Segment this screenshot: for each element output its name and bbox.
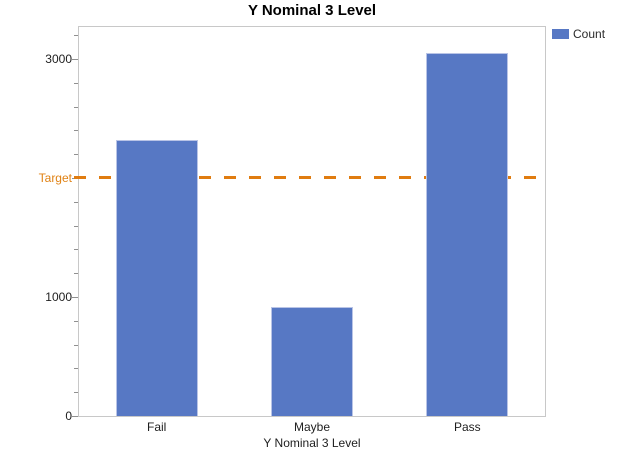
y-tick [74, 107, 78, 108]
chart-title: Y Nominal 3 Level [247, 2, 377, 19]
y-tick [74, 321, 78, 322]
x-tick-label-fail: Fail [146, 420, 167, 434]
y-tick-label-1000: 1000 [45, 290, 72, 304]
target-ref-line [74, 176, 546, 179]
plot-area [74, 26, 546, 417]
target-ref-label: Target [38, 171, 72, 185]
y-tick [72, 59, 78, 60]
y-tick [74, 130, 78, 131]
y-tick [74, 392, 78, 393]
y-tick-label-3000: 3000 [45, 52, 72, 66]
y-tick [74, 345, 78, 346]
y-tick [74, 368, 78, 369]
y-tick [74, 83, 78, 84]
y-tick [74, 35, 78, 36]
x-tick-label-pass: Pass [453, 420, 481, 434]
y-tick [74, 154, 78, 155]
y-tick-label-0: 0 [65, 409, 72, 423]
legend-swatch-count[interactable] [552, 29, 569, 39]
y-tick [74, 202, 78, 203]
y-tick [74, 273, 78, 274]
y-tick [72, 416, 78, 417]
bar-pass[interactable] [426, 53, 509, 416]
x-axis-title: Y Nominal 3 Level [263, 436, 361, 450]
y-tick [74, 226, 78, 227]
bar-maybe[interactable] [271, 307, 353, 416]
legend-label: Count [573, 27, 606, 41]
y-tick [72, 297, 78, 298]
y-tick [74, 249, 78, 250]
bar-fail[interactable] [115, 139, 198, 416]
legend: Count [552, 27, 605, 41]
x-tick-label-maybe: Maybe [293, 420, 331, 434]
